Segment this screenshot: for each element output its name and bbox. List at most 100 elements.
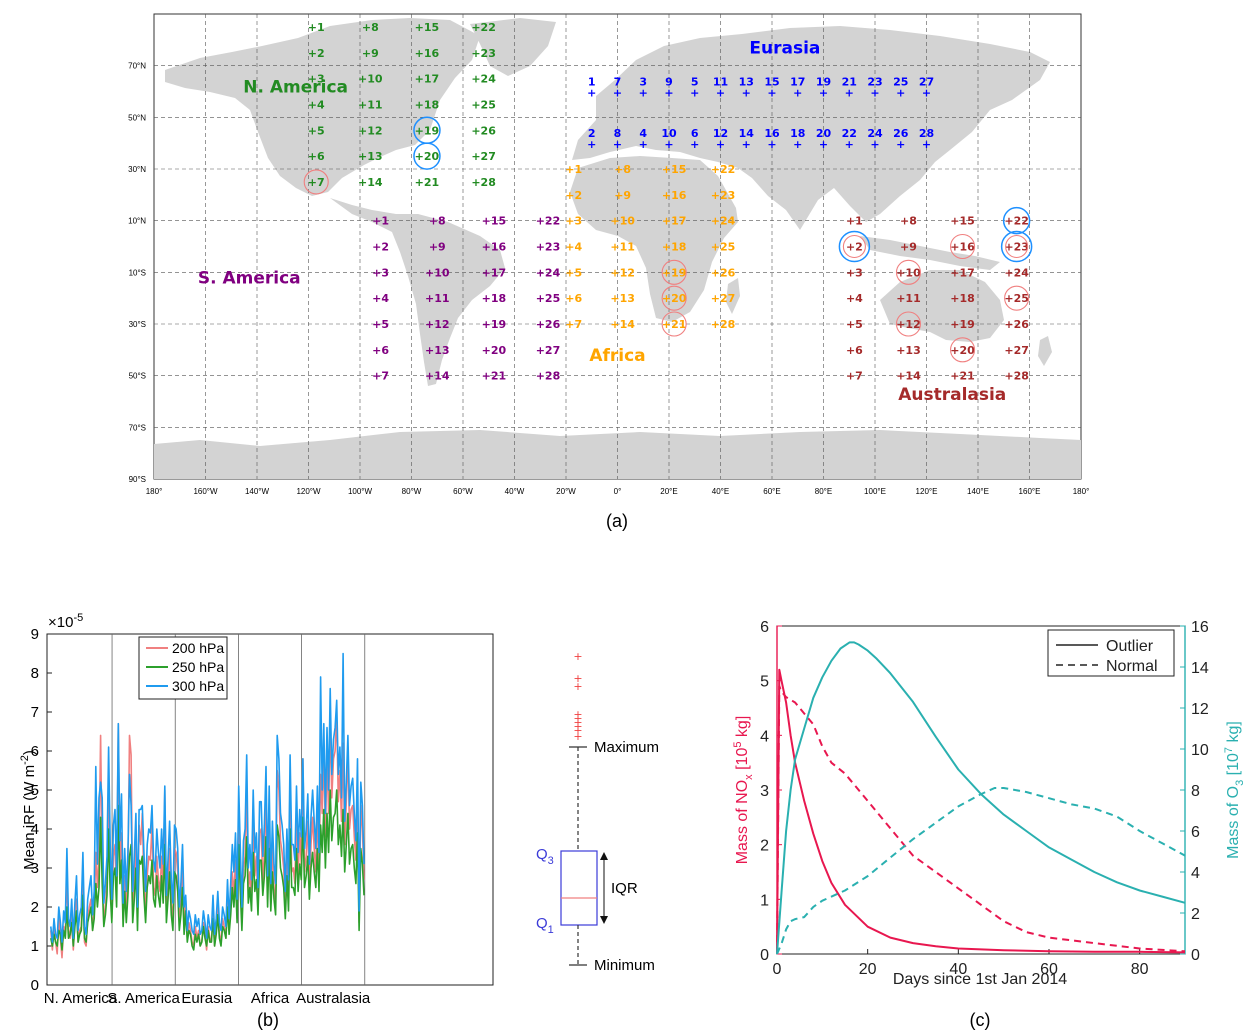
map-point: +24 bbox=[711, 215, 736, 228]
map-point: +26 bbox=[536, 318, 561, 331]
map-point: +28 bbox=[1004, 370, 1029, 383]
map-point: +21 bbox=[662, 318, 687, 331]
map-point: +20 bbox=[662, 292, 687, 305]
panel-c-right-tick-label: 4 bbox=[1191, 865, 1200, 882]
map-point-marker: + bbox=[742, 87, 751, 100]
map-point: +9 bbox=[614, 189, 631, 202]
map-point: +27 bbox=[1004, 344, 1029, 357]
map-point-marker: + bbox=[690, 138, 699, 151]
map-point-marker: + bbox=[870, 87, 879, 100]
panel-c-right-tick-label: 16 bbox=[1191, 619, 1209, 636]
map-point: +7 bbox=[372, 370, 389, 383]
map-point: +13 bbox=[358, 150, 383, 163]
map-point: +17 bbox=[662, 215, 687, 228]
map-point-marker: + bbox=[742, 138, 751, 151]
map-x-tick-label: 60°W bbox=[453, 487, 473, 496]
map-point: +17 bbox=[950, 266, 975, 279]
map-point: +8 bbox=[362, 21, 379, 34]
map-point: +26 bbox=[1004, 318, 1029, 331]
map-point: +22 bbox=[711, 163, 736, 176]
map-point: +5 bbox=[846, 318, 863, 331]
map-point-marker: + bbox=[793, 138, 802, 151]
map-point-marker: + bbox=[664, 138, 673, 151]
map-y-tick-label: 30°S bbox=[129, 320, 146, 329]
map-point: +14 bbox=[358, 176, 383, 189]
map-x-ticks: 180° 160°W 140°W 120°W 100°W 80°W 60°W 40°W 20°W… bbox=[146, 487, 1090, 496]
map-point: +1 bbox=[372, 215, 389, 228]
map-point: +11 bbox=[896, 292, 921, 305]
map-region-label: Africa bbox=[589, 346, 645, 366]
map-y-ticks: 70°N50°N30°N10°N10°S30°S50°S70°S90°S bbox=[128, 62, 146, 484]
map-point: +6 bbox=[846, 344, 863, 357]
map-x-tick-label: 140°E bbox=[967, 487, 989, 496]
boxplot-outlier-mark: + bbox=[573, 730, 582, 743]
panel-c-right-tick-label: 12 bbox=[1191, 701, 1209, 718]
map-y-tick-label: 10°S bbox=[129, 268, 146, 277]
map-point: +16 bbox=[415, 47, 440, 60]
map-point: +17 bbox=[482, 266, 507, 279]
panel-b-legend-label: 200 hPa bbox=[172, 640, 224, 656]
panel-b-legend-label: 300 hPa bbox=[172, 678, 224, 694]
map-point: +27 bbox=[536, 344, 561, 357]
map-point-marker: + bbox=[664, 87, 673, 100]
map-point: +6 bbox=[372, 344, 389, 357]
map-x-tick-label: 40°E bbox=[712, 487, 729, 496]
map-point: +16 bbox=[662, 189, 687, 202]
map-point: +7 bbox=[846, 370, 863, 383]
boxplot-maximum-label: Maximum bbox=[594, 739, 659, 756]
map-point: +25 bbox=[1004, 292, 1029, 305]
panel-c-left-y-label: Mass of NOx [105 kg] bbox=[732, 716, 755, 865]
map-point: +14 bbox=[610, 318, 635, 331]
map-point: +25 bbox=[536, 292, 561, 305]
map-point-marker: + bbox=[819, 87, 828, 100]
map-x-tick-label: 80°W bbox=[402, 487, 422, 496]
map-point: +12 bbox=[425, 318, 450, 331]
boxplot-outlier-marks: +++++++++ bbox=[573, 650, 582, 743]
map-point: +13 bbox=[425, 344, 450, 357]
panel-c-right-tick-label: 0 bbox=[1191, 947, 1200, 964]
map-point: +19 bbox=[482, 318, 507, 331]
map-region-label: Eurasia bbox=[749, 39, 820, 59]
map-point: +26 bbox=[711, 266, 736, 279]
map-y-tick-label: 50°N bbox=[128, 113, 146, 122]
panel-b-legend-label: 250 hPa bbox=[172, 659, 224, 675]
map-x-tick-label: 80°E bbox=[815, 487, 832, 496]
map-point: +16 bbox=[482, 241, 507, 254]
map-point: +4 bbox=[846, 292, 863, 305]
map-point: +10 bbox=[896, 266, 921, 279]
map-point: +21 bbox=[415, 176, 440, 189]
panel-b-y-label: Mean iRF (W m-2) bbox=[19, 750, 38, 870]
panel-b-y-tick-label: 0 bbox=[31, 977, 39, 994]
map-point: +25 bbox=[471, 98, 496, 111]
panel-c-right-tick-label: 6 bbox=[1191, 824, 1200, 841]
boxplot-iqr-label: IQR bbox=[611, 880, 638, 897]
panel-b-y-tick-label: 2 bbox=[31, 899, 39, 916]
map-point: +17 bbox=[415, 73, 440, 86]
panel-b-group-label: Eurasia bbox=[181, 990, 233, 1007]
map-point: +2 bbox=[308, 47, 325, 60]
map-point-marker: + bbox=[793, 87, 802, 100]
map-point: +19 bbox=[662, 266, 687, 279]
panel-c-left-tick-label: 0 bbox=[760, 947, 769, 964]
map-x-tick-label: 40°W bbox=[505, 487, 525, 496]
map-point: +11 bbox=[358, 98, 383, 111]
map-point-marker: + bbox=[896, 138, 905, 151]
panel-c-left-tick-label: 6 bbox=[760, 619, 769, 636]
map-point: +11 bbox=[610, 241, 635, 254]
panel-c-right-y-label: Mass of O3 [107 kg] bbox=[1223, 721, 1246, 859]
map-point: +18 bbox=[950, 292, 975, 305]
panel-c-x-tick-label: 20 bbox=[859, 961, 877, 978]
map-y-tick-label: 10°N bbox=[128, 217, 146, 226]
map-x-tick-label: 120°E bbox=[916, 487, 938, 496]
map-point: +8 bbox=[900, 215, 917, 228]
map-point: +5 bbox=[565, 266, 582, 279]
panel-b-y-tick-label: 7 bbox=[31, 704, 39, 721]
boxplot-iqr-arrow-down bbox=[600, 916, 608, 924]
map-point: +20 bbox=[950, 344, 975, 357]
map-point: +23 bbox=[471, 47, 496, 60]
map-point: +2 bbox=[372, 241, 389, 254]
panel-c-x-tick-label: 80 bbox=[1131, 961, 1149, 978]
panel-c-label: (c) bbox=[970, 1010, 991, 1030]
map-point: +15 bbox=[662, 163, 687, 176]
